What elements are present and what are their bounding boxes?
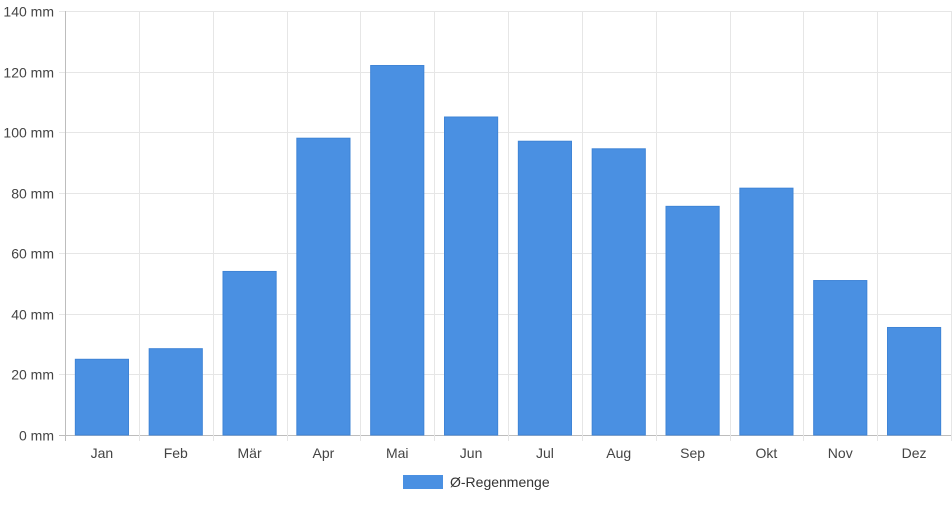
- bar-Jun[interactable]: [444, 116, 499, 436]
- bar-Mär[interactable]: [222, 270, 277, 436]
- bar-Jul[interactable]: [517, 140, 572, 436]
- y-tick-label: 0 mm: [19, 428, 54, 444]
- x-tick-label: Jan: [91, 445, 114, 461]
- bar-Aug[interactable]: [591, 148, 646, 436]
- y-tick-labels: 0 mm 20 mm 40 mm 60 mm 80 mm 100 mm 120 mm 140 …: [3, 4, 54, 444]
- y-tick-label: 100 mm: [3, 125, 54, 141]
- x-tick-label: Feb: [164, 445, 188, 461]
- legend[interactable]: Ø-Regenmenge: [403, 474, 550, 490]
- grid-lines: [59, 11, 952, 441]
- x-tick-label: Dez: [902, 445, 927, 461]
- x-tick-label: Nov: [828, 445, 853, 461]
- x-tick-label: Mär: [238, 445, 262, 461]
- bar-Nov[interactable]: [813, 280, 868, 436]
- x-tick-label: Aug: [606, 445, 631, 461]
- bar-Apr[interactable]: [296, 137, 351, 436]
- x-tick-label: Apr: [313, 445, 335, 461]
- y-tick-label: 140 mm: [3, 4, 54, 20]
- x-tick-labels: Jan Feb Mär Apr Mai Jun Jul Aug Sep Okt Nov Dez: [91, 445, 927, 461]
- bar-Mai[interactable]: [370, 65, 425, 436]
- y-tick-label: 20 mm: [11, 367, 54, 383]
- bar-Jan[interactable]: [74, 358, 129, 436]
- x-tick-label: Sep: [680, 445, 705, 461]
- bar-Sep[interactable]: [665, 205, 720, 436]
- x-tick-label: Okt: [756, 445, 778, 461]
- bars: [74, 65, 942, 436]
- legend-swatch[interactable]: [403, 475, 443, 489]
- y-tick-label: 120 mm: [3, 65, 54, 81]
- x-tick-label: Mai: [386, 445, 409, 461]
- y-tick-label: 80 mm: [11, 186, 54, 202]
- x-tick-label: Jun: [460, 445, 483, 461]
- y-tick-label: 40 mm: [11, 307, 54, 323]
- x-tick-label: Jul: [536, 445, 554, 461]
- bar-Dez[interactable]: [887, 326, 942, 436]
- bar-Okt[interactable]: [739, 187, 794, 436]
- y-tick-label: 60 mm: [11, 246, 54, 262]
- legend-label[interactable]: Ø-Regenmenge: [450, 474, 550, 490]
- bar-Feb[interactable]: [148, 348, 203, 436]
